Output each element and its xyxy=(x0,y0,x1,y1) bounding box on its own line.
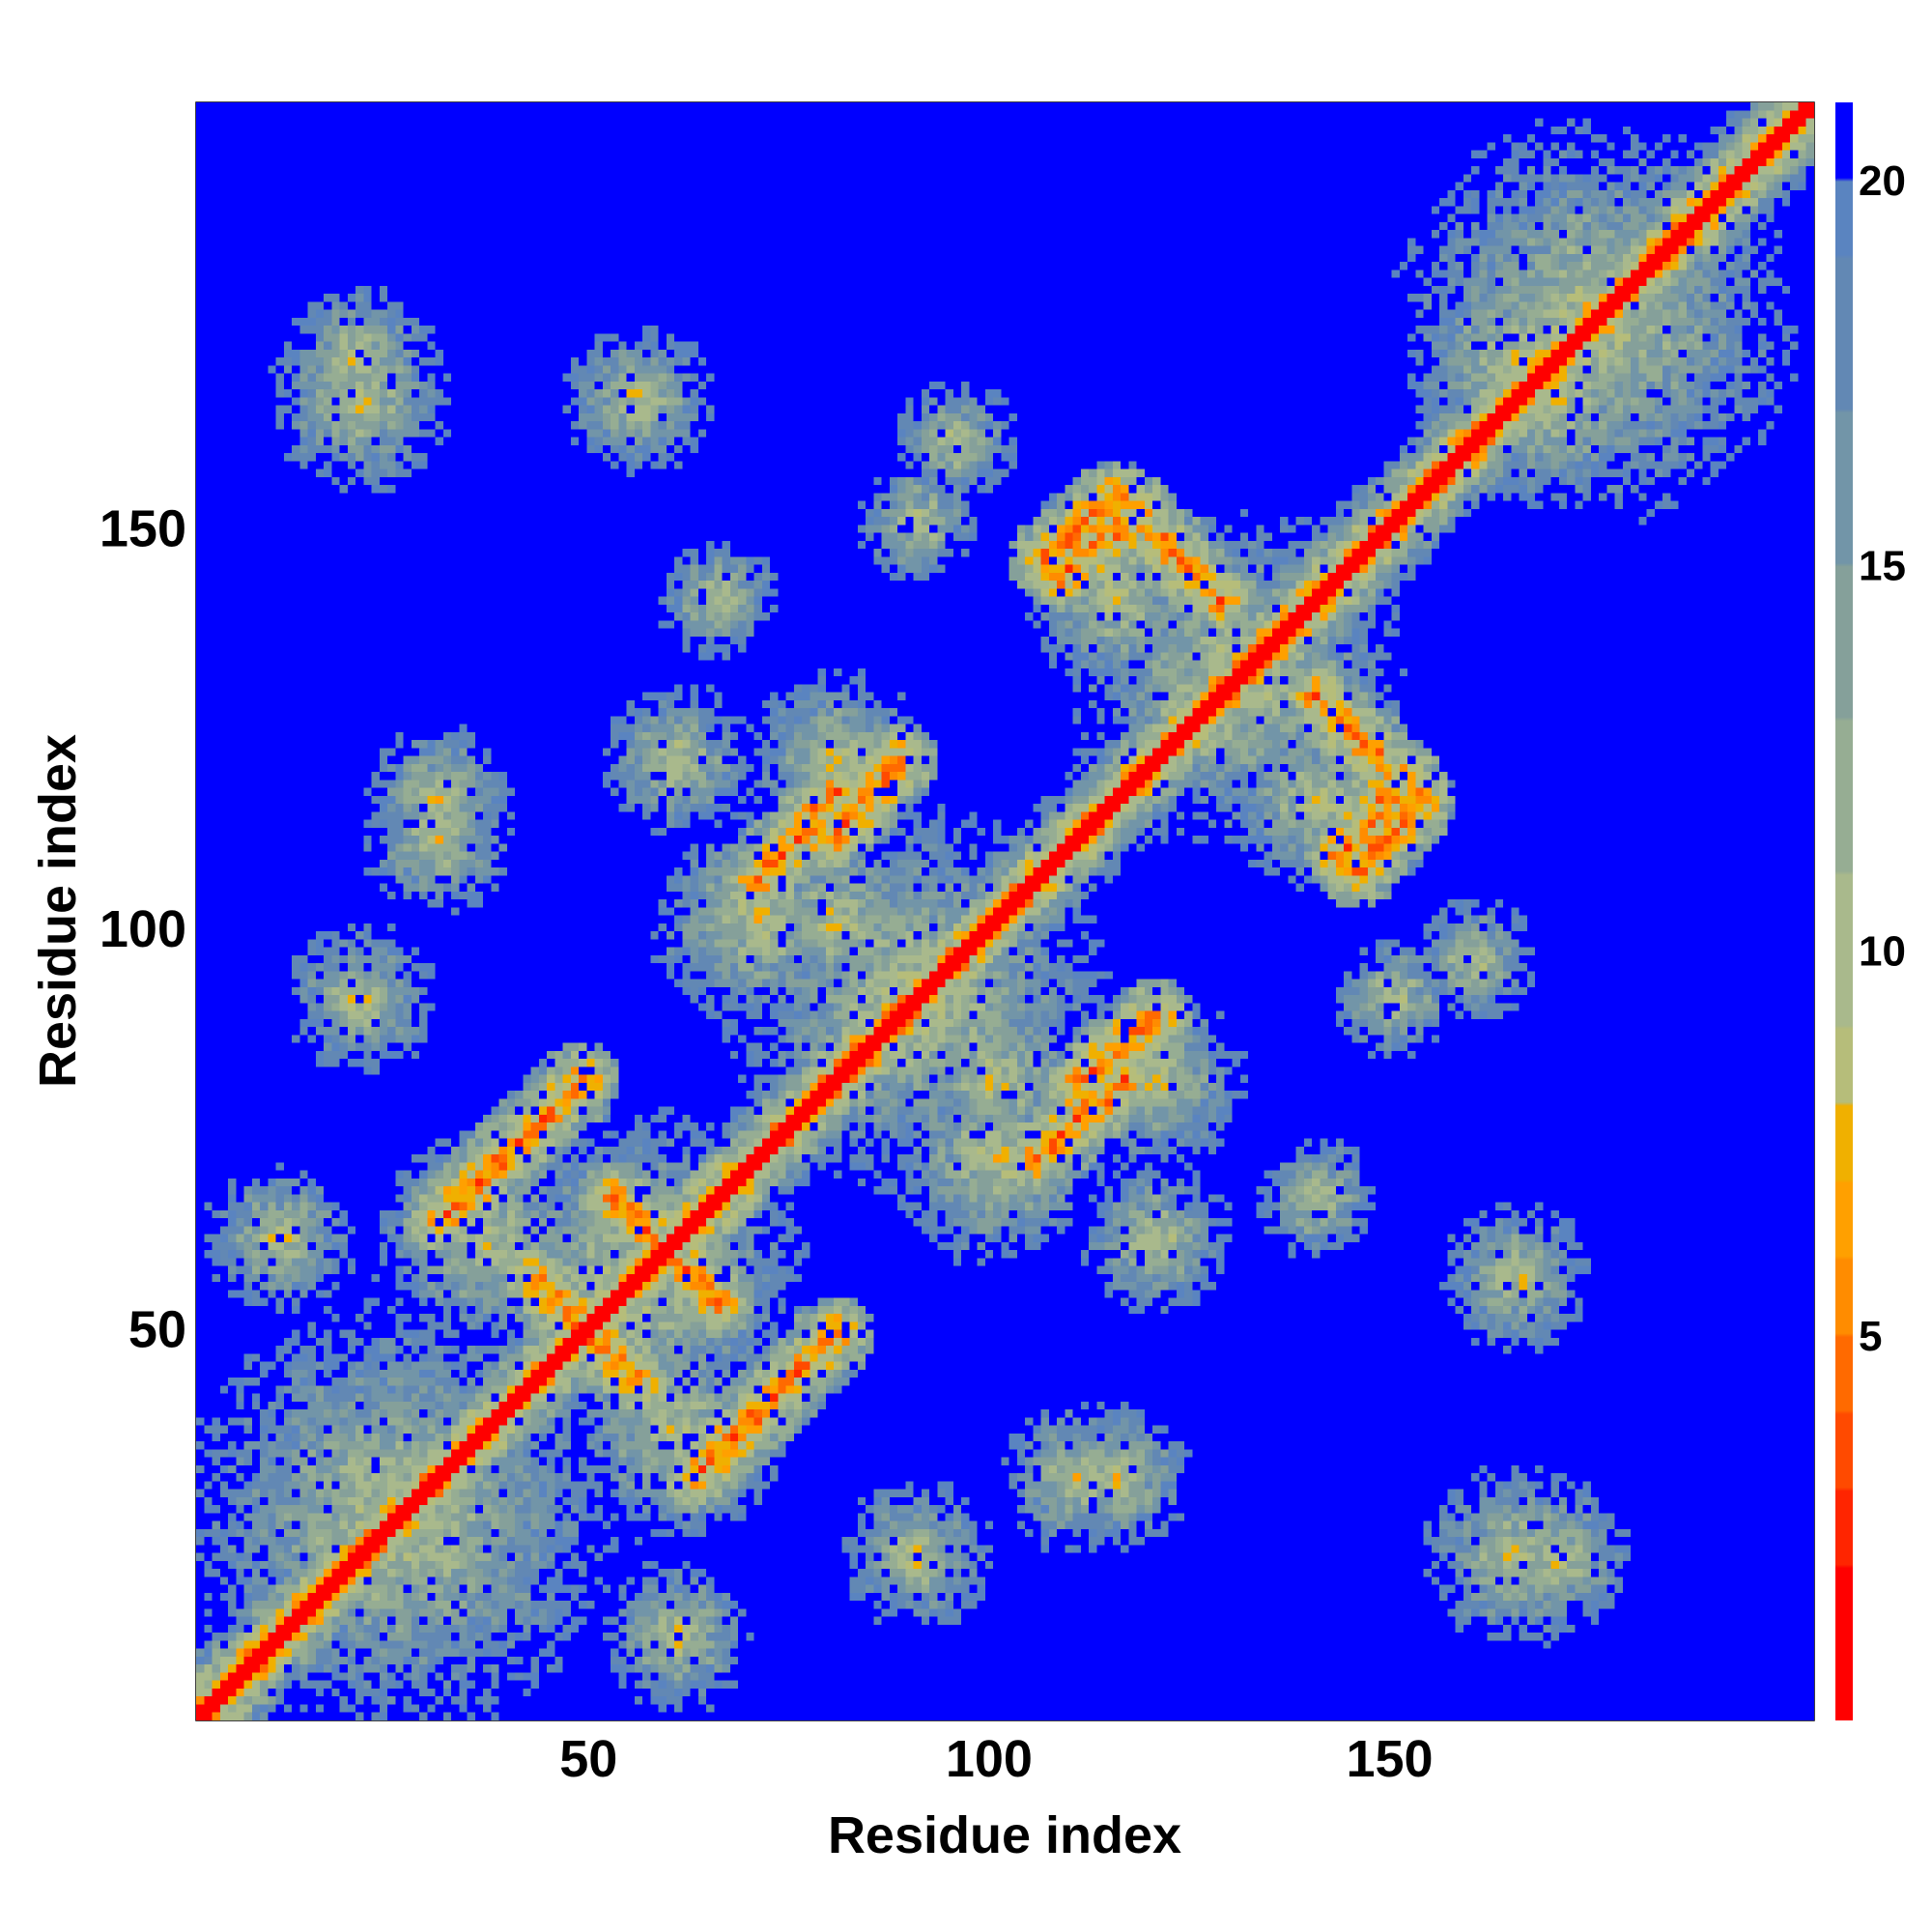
colorbar xyxy=(1835,102,1853,1720)
x-axis-ticks: 50 100 150 xyxy=(559,102,1434,1788)
x-tick-label: 100 xyxy=(946,1730,1033,1788)
y-tick-label: 100 xyxy=(99,900,186,958)
colorbar-ticks: 5 10 15 20 xyxy=(1847,157,1906,1360)
colorbar-tick-label: 5 xyxy=(1859,1313,1882,1360)
contact-heatmap xyxy=(196,102,1814,1720)
y-tick-label: 150 xyxy=(99,499,186,557)
y-tick-label: 50 xyxy=(128,1301,186,1359)
y-axis-ticks: 50 100 150 xyxy=(99,499,1814,1359)
colorbar-tick-label: 10 xyxy=(1859,927,1906,975)
colorbar-tick-label: 15 xyxy=(1859,543,1906,590)
y-axis-label: Residue index xyxy=(29,734,87,1088)
colorbar-tick-label: 20 xyxy=(1859,157,1906,205)
x-axis-label: Residue index xyxy=(828,1806,1181,1864)
x-tick-label: 150 xyxy=(1346,1730,1433,1788)
x-tick-label: 50 xyxy=(559,1730,617,1788)
